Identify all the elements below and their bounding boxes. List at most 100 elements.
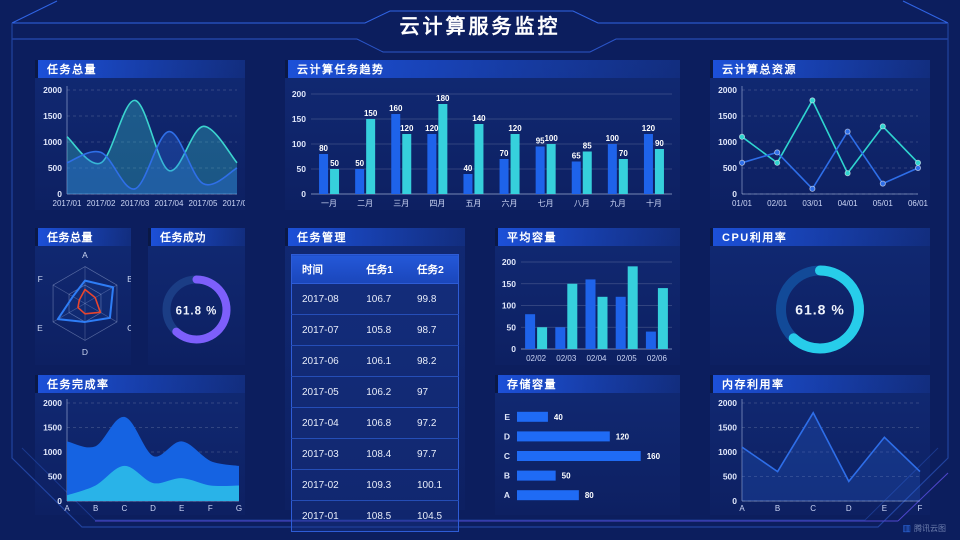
table-cell: 108.5 xyxy=(356,500,407,532)
svg-text:61.8 %: 61.8 % xyxy=(176,306,218,318)
svg-text:95: 95 xyxy=(536,137,545,146)
panel-task-table: 任务管理 时间 任务1 任务2 2017-08 106.7 99.8 2017-07 105.… xyxy=(285,228,465,532)
table-cell: 2017-01 xyxy=(291,500,357,532)
svg-text:140: 140 xyxy=(472,114,486,123)
table-cell: 108.4 xyxy=(356,438,407,470)
svg-text:D: D xyxy=(846,504,852,513)
svg-text:五月: 五月 xyxy=(465,199,481,208)
svg-text:B: B xyxy=(93,504,98,513)
svg-text:A: A xyxy=(64,504,70,513)
panel-task-success: 任务成功 61.8 % xyxy=(148,228,245,365)
svg-text:G: G xyxy=(236,504,242,513)
svg-text:100: 100 xyxy=(502,301,516,311)
table-cell: 106.8 xyxy=(356,407,407,439)
memory-line-chart: 0 500 1000 1500 2000 A B C D E F xyxy=(710,393,930,515)
svg-text:70: 70 xyxy=(500,149,509,158)
svg-text:80: 80 xyxy=(319,144,328,153)
watermark-icon: ▥ xyxy=(902,523,911,533)
svg-text:02/01: 02/01 xyxy=(767,199,788,208)
table-row: 2017-01 108.5 104.5 xyxy=(291,500,459,532)
svg-text:02/04: 02/04 xyxy=(586,354,607,363)
task-table-container: 时间 任务1 任务2 2017-08 106.7 99.8 2017-07 105.8 98.7… xyxy=(285,254,465,532)
svg-text:A: A xyxy=(739,504,745,513)
task-table: 时间 任务1 任务2 2017-08 106.7 99.8 2017-07 105.8 98.7… xyxy=(291,254,459,532)
c-completion: 0 500 1000 1500 2000 A B C D E F G xyxy=(43,398,242,513)
svg-text:0: 0 xyxy=(732,189,737,199)
svg-text:1500: 1500 xyxy=(718,111,737,121)
table-cell: 2017-07 xyxy=(291,314,357,346)
svg-text:D: D xyxy=(504,431,510,441)
svg-text:120: 120 xyxy=(425,124,439,133)
panel-task-total-line: 任务总量 0 500 1000 1500 2000 2017/01 2017/02 2017/… xyxy=(35,60,252,210)
svg-text:50: 50 xyxy=(355,159,364,168)
svg-text:八月: 八月 xyxy=(574,199,590,208)
svg-text:2017/04: 2017/04 xyxy=(155,199,184,208)
svg-text:100: 100 xyxy=(292,139,306,149)
svg-text:200: 200 xyxy=(292,89,306,99)
svg-text:85: 85 xyxy=(583,142,592,151)
table-row: 2017-06 106.1 98.2 xyxy=(291,345,459,377)
table-cell: 2017-02 xyxy=(291,469,357,501)
svg-text:C: C xyxy=(504,451,510,461)
table-column-header: 任务2 xyxy=(407,254,459,284)
svg-text:1000: 1000 xyxy=(718,137,737,147)
svg-text:2017/05: 2017/05 xyxy=(189,199,218,208)
c-trend: 050100150200一月8050二月50150三月160120四月12018… xyxy=(292,89,672,208)
c-cpu: 61.8 % xyxy=(776,265,864,354)
table-cell: 98.2 xyxy=(407,345,459,377)
svg-text:C: C xyxy=(127,323,131,333)
svg-text:160: 160 xyxy=(647,452,661,461)
svg-text:F: F xyxy=(208,504,213,513)
table-row: 2017-04 106.8 97.2 xyxy=(291,407,459,439)
svg-text:D: D xyxy=(150,504,156,513)
avg-capacity-bar-chart: 0 50 100 150 200 02/02 02/03 02/04 02/05 02/06 xyxy=(495,246,680,365)
svg-text:B: B xyxy=(504,471,510,481)
panel-memory-title: 内存利用率 xyxy=(710,375,930,393)
table-column-header: 时间 xyxy=(291,254,357,284)
svg-text:十月: 十月 xyxy=(646,198,662,208)
c-resource: 0 500 1000 1500 2000 01/01 02/01 03/01 04/01 05/0… xyxy=(718,85,928,208)
table-cell: 109.3 xyxy=(356,469,407,501)
table-row: 2017-08 106.7 99.8 xyxy=(291,283,459,315)
panel-task-trend: 云计算任务趋势 0 50 100 150 200 一月 80 50 二月 50 150 三月 160 12… xyxy=(285,60,680,210)
svg-text:A: A xyxy=(82,250,88,260)
table-cell: 98.7 xyxy=(407,314,459,346)
page-title: 云计算服务监控 xyxy=(399,16,561,38)
task-total-radar-chart: A B C D E F xyxy=(35,246,133,365)
svg-text:02/02: 02/02 xyxy=(526,354,547,363)
table-row: 2017-07 105.8 98.7 xyxy=(291,314,459,346)
svg-text:40: 40 xyxy=(463,164,472,173)
svg-text:0: 0 xyxy=(732,496,737,506)
panel-storage: 存储容量 E 40 D 120 C 160 B 50 A 80 xyxy=(495,375,680,515)
svg-text:二月: 二月 xyxy=(357,199,373,208)
task-success-donut: 61.8 % xyxy=(148,246,245,365)
panel-cpu: CPU利用率 61.8 % xyxy=(710,228,930,365)
panel-task-total-line-title: 任务总量 xyxy=(35,60,245,78)
svg-text:100: 100 xyxy=(606,134,620,143)
svg-text:2000: 2000 xyxy=(718,398,737,408)
svg-text:02/03: 02/03 xyxy=(556,354,577,363)
svg-text:D: D xyxy=(82,347,88,357)
table-cell: 104.5 xyxy=(407,500,459,532)
watermark: ▥ 腾讯云图 xyxy=(902,523,946,534)
svg-text:2017/02: 2017/02 xyxy=(87,199,116,208)
svg-text:一月: 一月 xyxy=(321,199,337,208)
svg-text:03/01: 03/01 xyxy=(802,199,823,208)
svg-text:120: 120 xyxy=(642,124,656,133)
table-column-header: 任务1 xyxy=(356,254,407,284)
svg-text:500: 500 xyxy=(723,163,737,173)
svg-text:1000: 1000 xyxy=(43,137,62,147)
svg-text:2000: 2000 xyxy=(43,85,62,95)
table-row: 2017-02 109.3 100.1 xyxy=(291,469,459,501)
svg-text:90: 90 xyxy=(655,139,664,148)
table-cell: 106.1 xyxy=(356,345,407,377)
svg-text:50: 50 xyxy=(297,164,307,174)
svg-text:1000: 1000 xyxy=(43,447,62,457)
svg-text:2000: 2000 xyxy=(718,85,737,95)
panel-avg-capacity-title: 平均容量 xyxy=(495,228,680,246)
table-cell: 100.1 xyxy=(407,469,459,501)
svg-text:E: E xyxy=(37,323,43,333)
table-cell: 2017-06 xyxy=(291,345,357,377)
watermark-text: 腾讯云图 xyxy=(914,524,946,533)
svg-text:九月: 九月 xyxy=(610,199,626,208)
